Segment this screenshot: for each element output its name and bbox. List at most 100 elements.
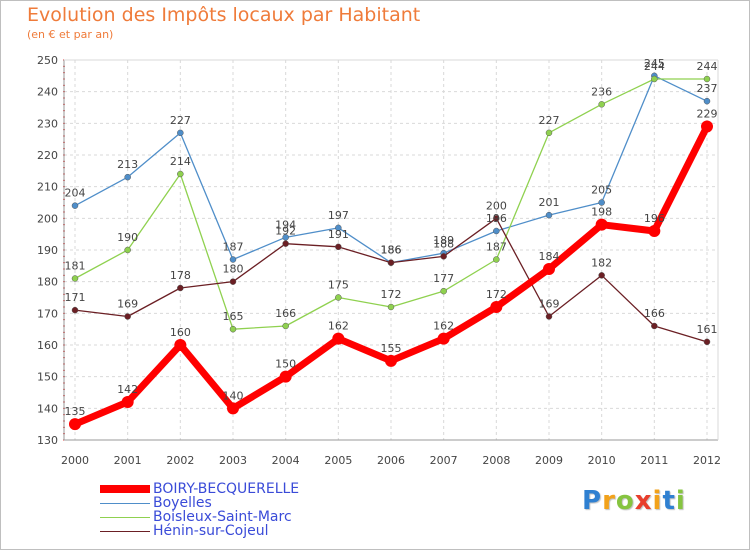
data-label: 182 [591, 256, 612, 269]
chart-subtitle: (en € et par an) [27, 28, 114, 41]
data-label: 236 [591, 85, 612, 98]
data-label: 169 [117, 298, 138, 311]
data-label: 188 [433, 237, 454, 250]
legend-label: Boisleux-Saint-Marc [153, 509, 292, 525]
data-point [335, 224, 342, 232]
data-point [598, 272, 605, 279]
data-label: 245 [644, 57, 665, 70]
data-point [493, 215, 500, 222]
proxiti-logo: Proxiti [582, 486, 686, 516]
data-label: 140 [223, 389, 244, 402]
x-tick-label: 2000 [61, 454, 89, 467]
data-label: 205 [591, 184, 612, 197]
data-label: 162 [328, 320, 349, 333]
x-tick-label: 2001 [114, 454, 142, 467]
data-label: 244 [697, 60, 718, 73]
data-labels: 204 213 227 187 194 197 186 189 196 201 205 245 237 1… [65, 57, 718, 418]
data-label: 177 [433, 272, 454, 285]
y-tick-label: 230 [37, 117, 58, 130]
legend-swatch [100, 485, 150, 493]
data-label: 244 [644, 60, 665, 73]
data-point [279, 370, 292, 383]
data-label: 197 [328, 209, 349, 222]
data-point [124, 246, 131, 254]
logo-letter: x [634, 486, 653, 516]
data-point [387, 303, 395, 311]
data-point [177, 284, 184, 292]
data-point [545, 129, 553, 137]
data-label: 142 [117, 383, 138, 396]
logo-letter: t [662, 486, 676, 516]
data-point [282, 240, 289, 247]
data-label: 181 [65, 260, 86, 273]
data-label: 166 [275, 307, 296, 320]
data-point [335, 294, 342, 301]
data-point [177, 170, 184, 178]
data-label: 227 [539, 114, 560, 127]
data-label: 187 [223, 241, 244, 254]
data-label: 189 [433, 234, 454, 247]
data-point [282, 322, 289, 330]
data-point [387, 259, 395, 266]
data-point [595, 218, 608, 231]
data-label: 169 [539, 298, 560, 311]
data-point [69, 418, 81, 431]
data-label: 171 [65, 291, 86, 304]
data-point [177, 129, 184, 137]
data-point [493, 256, 500, 263]
data-point [651, 322, 658, 330]
x-tick-label: 2012 [693, 454, 721, 467]
y-tick-label: 170 [37, 307, 58, 320]
data-point [543, 263, 555, 275]
data-point [124, 313, 131, 320]
data-label: 200 [486, 199, 507, 212]
data-label: 166 [644, 307, 665, 320]
data-point [282, 234, 289, 241]
data-point [71, 202, 79, 209]
x-tick-label: 2002 [166, 454, 194, 467]
data-point [174, 339, 187, 351]
data-label: 227 [170, 114, 191, 127]
logo-letter: r [602, 486, 616, 516]
data-point [703, 338, 711, 346]
data-label: 155 [381, 342, 402, 355]
y-tick-label: 210 [37, 181, 58, 194]
x-tick-label: 2011 [640, 454, 668, 467]
chart-title: Evolution des Impôts locaux par Habitant [27, 4, 421, 26]
y-tick-label: 220 [37, 149, 58, 162]
data-point [229, 256, 237, 263]
chart-axes: 130 140 150 160 170 180 190 200 210 220 230 240 250 2… [37, 54, 721, 467]
y-tick-label: 190 [37, 244, 58, 257]
logo-letter: i [652, 486, 663, 516]
x-tick-label: 2009 [535, 454, 563, 467]
chart-series [69, 72, 713, 431]
y-tick-label: 140 [37, 402, 58, 415]
data-label: 161 [697, 323, 718, 336]
data-point [493, 227, 500, 235]
data-label: 201 [539, 196, 560, 209]
data-label: 186 [381, 244, 402, 257]
data-label: 175 [328, 279, 349, 292]
data-label: 165 [223, 310, 244, 323]
data-point [124, 173, 131, 181]
data-label: 135 [65, 405, 86, 418]
legend-label: Boyelles [153, 495, 212, 511]
data-point [648, 225, 661, 237]
data-label: 237 [697, 82, 718, 95]
y-tick-label: 130 [37, 434, 58, 447]
data-point [121, 396, 134, 408]
data-point [332, 332, 345, 345]
data-label: 196 [644, 212, 665, 225]
legend-swatch [100, 503, 150, 504]
data-point [701, 120, 713, 133]
data-point [651, 75, 658, 83]
x-tick-label: 2003 [219, 454, 247, 467]
logo-letter: i [675, 486, 686, 516]
x-tick-label: 2010 [588, 454, 616, 467]
legend-label: BOIRY-BECQUERELLE [153, 481, 300, 497]
data-label: 204 [65, 187, 86, 200]
y-tick-label: 180 [37, 276, 58, 289]
data-label: 213 [117, 158, 138, 171]
data-label: 198 [591, 206, 612, 219]
data-point [385, 354, 397, 367]
